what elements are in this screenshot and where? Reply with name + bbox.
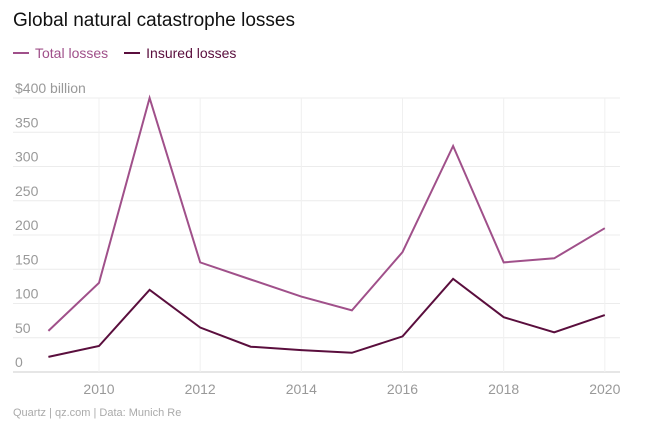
y-tick-label: 200 (15, 217, 39, 233)
y-tick-label: 250 (15, 183, 39, 199)
legend-label-total: Total losses (35, 45, 109, 61)
legend-label-insured: Insured losses (146, 45, 237, 61)
legend-item-total: Total losses (13, 45, 108, 61)
y-tick-label: 100 (15, 286, 39, 302)
chart-title: Global natural catastrophe losses (13, 10, 295, 31)
x-tick-label: 2012 (185, 381, 216, 397)
legend-swatch-insured (124, 52, 141, 54)
y-tick-label: 300 (15, 149, 39, 165)
x-tick-label: 2010 (83, 381, 114, 397)
x-tick-label: 2020 (589, 381, 620, 397)
legend-item-insured: Insured losses (124, 45, 236, 61)
y-tick-label: 150 (15, 251, 39, 267)
series-line-insured-losses (48, 277, 606, 358)
series-line-total-losses (47, 94, 606, 332)
y-tick-label: 50 (15, 320, 31, 336)
legend-swatch-total (13, 52, 29, 54)
y-tick-label: 0 (15, 354, 23, 370)
x-tick-label: 2016 (387, 381, 418, 397)
source-footer: Quartz | qz.com | Data: Munich Re (13, 407, 182, 419)
legend: Total losses Insured losses (13, 45, 252, 61)
y-tick-label: 350 (15, 114, 39, 130)
x-tick-label: 2014 (286, 381, 317, 397)
y-tick-label: $400 billion (15, 80, 86, 96)
x-tick-label: 2018 (488, 381, 519, 397)
